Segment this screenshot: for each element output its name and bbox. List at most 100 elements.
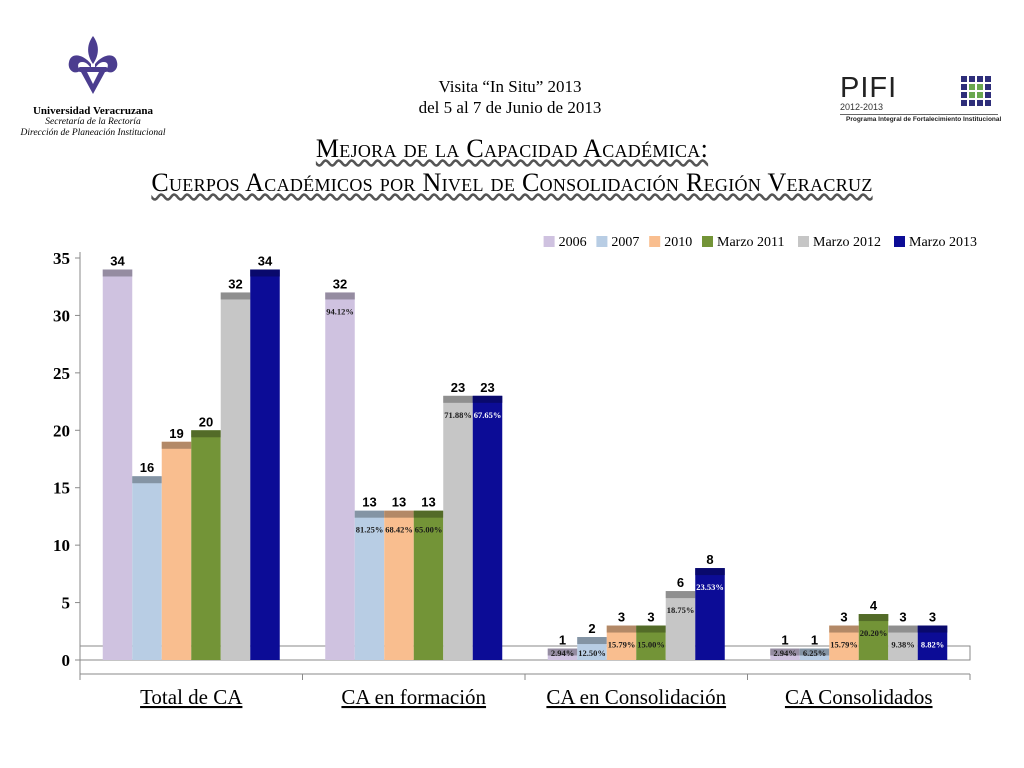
y-tick-label: 25 [53, 364, 70, 383]
pifi-divider [840, 114, 998, 115]
percent-label: 68.42% [385, 525, 413, 535]
bar [384, 510, 414, 660]
bar [250, 269, 280, 660]
data-label: 3 [647, 610, 654, 625]
bar-cap [606, 625, 637, 633]
data-label: 23 [451, 380, 465, 395]
percent-label: 12.50% [578, 648, 606, 658]
bar-cap [413, 510, 444, 518]
bar [220, 292, 251, 660]
visit-line-1: Visita “In Situ” 2013 [438, 77, 582, 96]
legend: 2006 2007 2010 Marzo 2011 Marzo 2012 Marzo 20… [543, 235, 977, 250]
bar [858, 614, 889, 660]
data-label: 3 [840, 610, 847, 625]
data-label: 19 [169, 426, 183, 441]
chart-frame [79, 252, 971, 675]
percent-label: 15.79% [830, 640, 858, 650]
bar-cap [829, 625, 859, 633]
bar-cap [161, 441, 192, 449]
legend-label: 2010 [664, 235, 692, 250]
bar-cap [220, 292, 251, 300]
percent-label: 8.82% [921, 640, 944, 650]
bar-cap [325, 292, 355, 300]
data-label: 34 [110, 253, 125, 268]
percent-label: 18.75% [667, 605, 695, 615]
bar [161, 441, 192, 660]
data-label: 13 [421, 495, 435, 510]
data-label: 23 [480, 380, 494, 395]
category-label: CA Consolidados [785, 685, 933, 709]
pifi-word: PIFI [840, 72, 898, 104]
bar-cap [858, 614, 889, 622]
percent-label: 6.25% [803, 648, 826, 658]
data-label: 3 [618, 610, 625, 625]
bar-cap [695, 568, 725, 576]
bar-cap [472, 395, 503, 403]
legend-swatch [596, 236, 608, 247]
legend-label: Marzo 2012 [813, 235, 881, 250]
bar [413, 510, 444, 660]
legend-label: 2006 [559, 235, 587, 250]
bar [695, 568, 725, 660]
bar [472, 395, 503, 660]
bar-cap [665, 591, 696, 599]
bar [102, 269, 133, 660]
y-tick-label: 30 [53, 306, 70, 325]
pifi-grid-icon [961, 76, 991, 106]
data-label: 34 [258, 253, 273, 268]
visit-line-2: del 5 al 7 de Junio de 2013 [418, 98, 602, 117]
legend-label: Marzo 2013 [909, 235, 977, 250]
bars: 3416192032343294.12%1381.25%1368.42%1365… [102, 253, 948, 660]
data-label: 4 [870, 598, 878, 613]
data-label: 13 [392, 495, 406, 510]
data-label: 6 [677, 575, 684, 590]
bar-cap [191, 430, 221, 438]
percent-label: 65.00% [415, 525, 443, 535]
legend-swatch [649, 236, 661, 247]
bar-cap [770, 648, 800, 656]
percent-label: 2.94% [551, 648, 574, 658]
y-tick-label: 5 [62, 594, 71, 613]
bar-cap [888, 625, 918, 633]
bar-cap [799, 648, 830, 656]
category-label: Total de CA [140, 685, 243, 709]
data-label: 32 [228, 276, 242, 291]
data-label: 1 [811, 633, 818, 648]
university-logo: Universidad Veracruzana Secretaría de la… [18, 34, 168, 139]
percent-label: 20.20% [860, 628, 888, 638]
bar [443, 395, 473, 660]
bar [191, 430, 221, 660]
y-tick-label: 35 [53, 249, 70, 268]
bar-cap [577, 637, 607, 645]
data-label: 13 [362, 495, 376, 510]
y-tick-label: 20 [53, 421, 70, 440]
category-label: CA en formación [341, 685, 486, 709]
bar [325, 292, 355, 660]
data-label: 32 [333, 276, 347, 291]
pifi-program: Programa Integral de Fortalecimiento Ins… [846, 116, 1002, 123]
data-label: 2 [588, 621, 595, 636]
fleur-de-lis-icon [68, 36, 118, 94]
secretaria-label: Secretaría de la Rectoría [45, 117, 141, 127]
pifi-years: 2012-2013 [840, 102, 884, 112]
pifi-logo: PIFI 2012-2013 Programa Integral de Fort… [840, 72, 1001, 123]
data-label: 16 [140, 460, 154, 475]
data-label: 3 [929, 610, 936, 625]
bar [354, 510, 385, 660]
bar-cap [636, 625, 666, 633]
category-label: CA en Consolidación [546, 685, 726, 709]
bar-cap [547, 648, 578, 656]
data-label: 1 [781, 633, 788, 648]
percent-label: 23.53% [696, 582, 724, 592]
percent-label: 2.94% [773, 648, 796, 658]
x-axis: Total de CA CA en formación CA en Consolid… [79, 674, 971, 709]
legend-swatch [894, 236, 905, 247]
bar-cap [384, 510, 414, 518]
percent-label: 71.88% [444, 410, 472, 420]
percent-label: 15.00% [637, 640, 665, 650]
page-title: Mejora de la Capacidad Académica: [315, 134, 709, 163]
bar-cap [354, 510, 385, 518]
percent-label: 15.79% [608, 640, 636, 650]
bar-cap [250, 269, 280, 277]
